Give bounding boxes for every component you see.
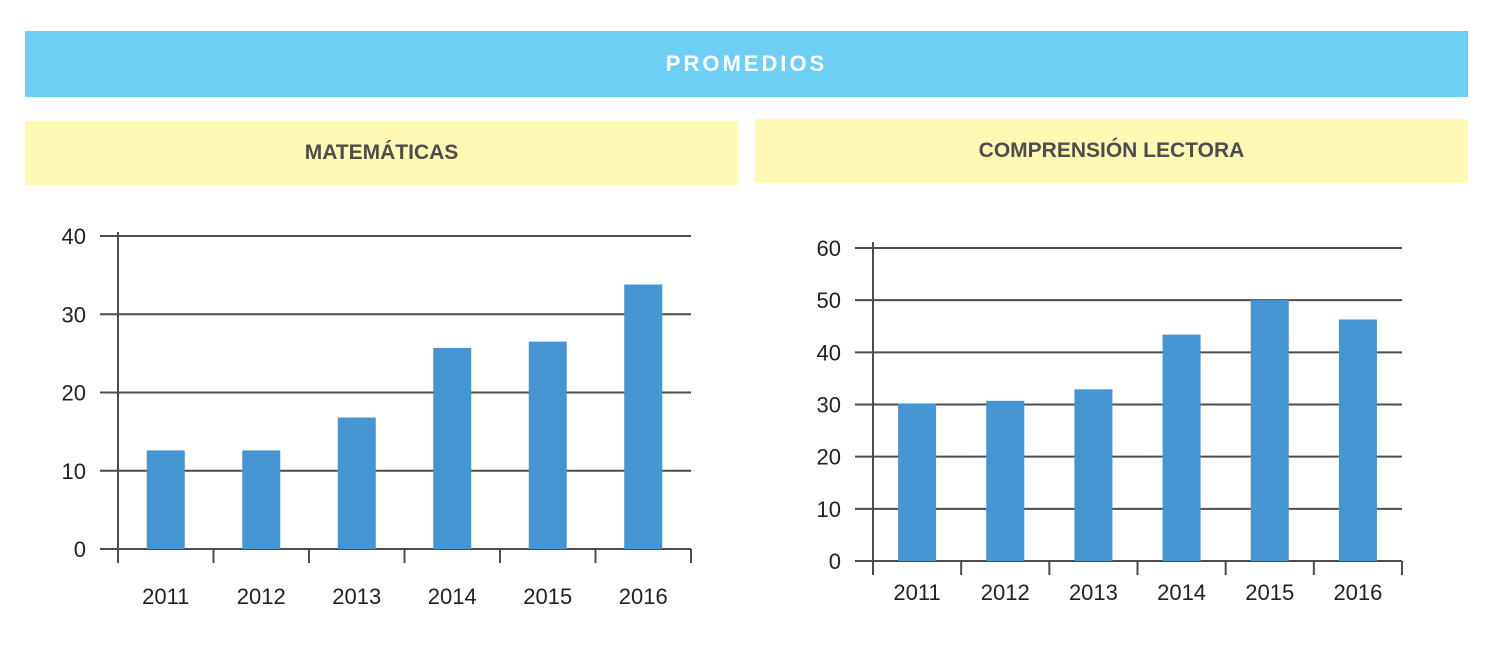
x-tick-label: 2016 [619,584,668,609]
y-tick-label: 10 [817,497,841,522]
bar-2013 [337,417,376,549]
y-tick-label: 0 [829,549,841,574]
y-tick-label: 60 [817,236,841,261]
chart-title-label: MATEMÁTICAS [304,141,459,164]
y-tick-label: 40 [62,224,86,249]
x-tick-label: 2011 [142,584,189,609]
bar-2016 [624,284,663,549]
bar-2015 [1250,300,1289,561]
y-tick-label: 40 [817,340,841,365]
y-tick-label: 30 [62,302,86,327]
x-tick-label: 2014 [1157,580,1206,605]
y-tick-label: 50 [817,288,841,313]
bar-2014 [1162,334,1201,561]
bar-2014 [433,347,472,549]
y-tick-label: 0 [74,537,86,562]
x-tick-label: 2012 [237,584,286,609]
bar-2013 [1074,389,1113,561]
x-tick-label: 2013 [332,584,381,609]
x-tick-label: 2013 [1069,580,1118,605]
y-tick-label: 10 [62,459,86,484]
bar-2016 [1338,319,1377,561]
chart-title-matematicas: MATEMÁTICAS [25,121,738,185]
x-tick-label: 2014 [428,584,477,609]
bar-2011 [898,403,937,561]
x-tick-label: 2015 [523,584,572,609]
y-tick-label: 20 [817,445,841,470]
y-tick-label: 20 [62,381,86,406]
y-tick-label: 30 [817,393,841,418]
main-banner: PROMEDIOS [25,31,1468,97]
bar-2011 [146,450,185,549]
chart-title-label: COMPRENSIÓN LECTORA [978,139,1245,162]
x-tick-label: 2016 [1333,580,1382,605]
bar-2012 [986,400,1025,561]
chart-title-comprension-lectora: COMPRENSIÓN LECTORA [755,119,1468,183]
x-tick-label: 2012 [981,580,1030,605]
x-tick-label: 2015 [1245,580,1294,605]
x-tick-label: 2011 [893,580,940,605]
page-title: PROMEDIOS [665,51,828,76]
bar-2015 [528,341,567,549]
bar-2012 [242,450,281,549]
